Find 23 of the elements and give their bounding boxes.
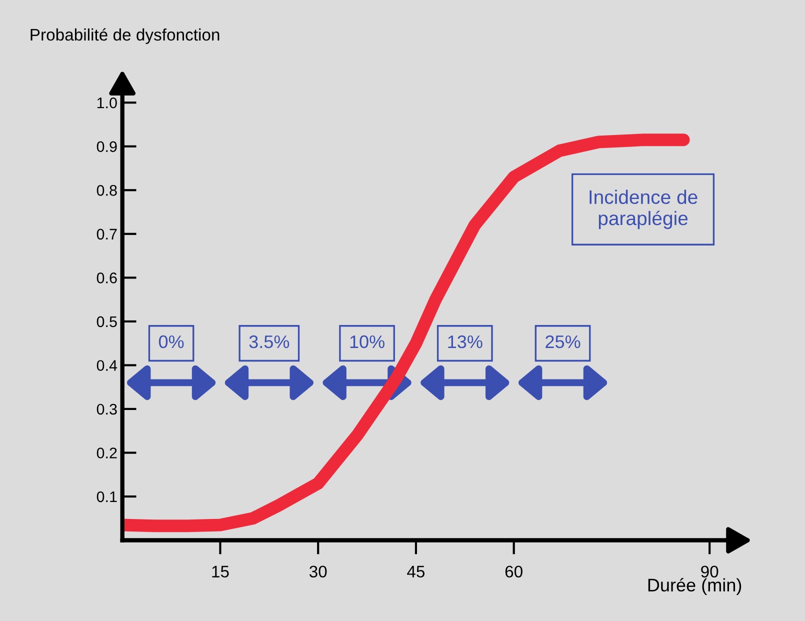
x-tick-label: 30 [309,566,327,578]
x-tick-label: 15 [212,566,229,578]
y-tick-label: 0.9 [96,141,117,152]
x-axis-title: Durée (min) [648,578,742,596]
annotation: 13% [448,335,482,348]
y-tick-label: 0.3 [96,404,117,415]
y-tick-label: 0.8 [96,185,117,196]
annotation: 10% [350,335,384,348]
x-tick-label: 60 [505,566,522,578]
x-tick-label: 45 [407,566,425,578]
y-tick-label: 0.2 [96,448,117,458]
annotation: 3.5% [249,335,290,348]
y-tick-label: 0.5 [96,316,117,328]
y-tick-label: 0.1 [96,491,117,502]
y-tick-label: 1.0 [97,97,117,108]
x-tick-label: 90 [701,566,718,578]
annotation: 0% [158,335,184,348]
y-axis-title: Probabilité de dysfonction [30,28,220,44]
y-tick-label: 0.4 [96,360,118,371]
y-tick-label: 0.7 [96,228,117,240]
y-tick-label: 0.6 [96,272,117,284]
annotation: Incidence de paraplégie [590,190,698,230]
annotation: 25% [546,335,580,348]
